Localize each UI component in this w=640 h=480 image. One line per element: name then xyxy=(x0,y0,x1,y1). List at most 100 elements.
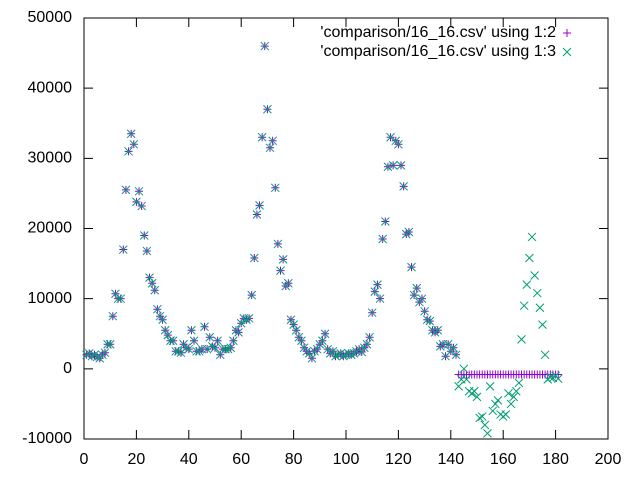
point xyxy=(509,392,519,402)
point xyxy=(383,162,393,172)
y-tick-label: 50000 xyxy=(28,9,73,26)
point xyxy=(367,308,377,318)
point xyxy=(517,335,526,344)
point xyxy=(202,344,212,354)
x-tick-label: 160 xyxy=(490,451,517,468)
point xyxy=(394,139,403,149)
point xyxy=(223,344,233,354)
y-tick-label: 20000 xyxy=(28,220,73,237)
point xyxy=(100,348,110,358)
point xyxy=(346,350,356,360)
point xyxy=(506,399,516,409)
point xyxy=(373,280,382,289)
point xyxy=(187,325,196,335)
point xyxy=(205,332,215,342)
point xyxy=(294,332,304,342)
point xyxy=(126,129,136,139)
point xyxy=(108,311,118,321)
point xyxy=(103,339,112,349)
point xyxy=(493,396,503,405)
point xyxy=(370,287,380,297)
point xyxy=(221,344,230,354)
point xyxy=(236,318,246,328)
point xyxy=(501,410,511,419)
point xyxy=(210,343,220,353)
point xyxy=(315,339,325,349)
point xyxy=(226,343,236,353)
legend-label: 'comparison/16_16.csv' using 1:3 xyxy=(320,43,556,60)
point xyxy=(265,143,275,153)
point xyxy=(166,336,175,346)
point xyxy=(449,343,458,353)
point xyxy=(200,322,209,332)
point xyxy=(257,132,267,142)
point xyxy=(415,297,424,307)
point xyxy=(320,329,330,339)
x-tick-label: 60 xyxy=(232,451,250,468)
point xyxy=(522,280,532,289)
point xyxy=(289,320,298,329)
x-tick-label: 80 xyxy=(285,451,303,468)
point xyxy=(425,316,435,326)
point xyxy=(312,344,322,354)
point xyxy=(189,336,199,346)
point xyxy=(147,278,157,288)
point xyxy=(284,278,293,288)
point xyxy=(113,294,123,304)
x-tick-label: 120 xyxy=(385,451,412,468)
point xyxy=(228,336,238,346)
point xyxy=(297,336,306,346)
point xyxy=(323,344,333,354)
point xyxy=(105,339,115,349)
point xyxy=(480,420,490,430)
point xyxy=(443,339,453,349)
point xyxy=(234,327,243,337)
point xyxy=(433,325,443,335)
x-tick-label: 20 xyxy=(128,451,146,468)
point xyxy=(129,139,139,149)
point xyxy=(470,386,479,396)
y-tick-label: 0 xyxy=(63,360,72,377)
y-tick-label: -10000 xyxy=(22,430,72,447)
point xyxy=(540,350,550,360)
point xyxy=(388,160,398,170)
point xyxy=(488,406,498,416)
point xyxy=(477,412,487,421)
point xyxy=(318,336,327,346)
point xyxy=(546,372,555,382)
point xyxy=(82,350,91,360)
point xyxy=(357,347,367,357)
point xyxy=(273,239,283,249)
point xyxy=(391,136,401,146)
point xyxy=(286,315,296,325)
point xyxy=(527,232,537,242)
point xyxy=(158,315,167,325)
point xyxy=(420,306,429,316)
point xyxy=(472,392,482,402)
point xyxy=(475,413,484,423)
x-tick-label: 140 xyxy=(437,451,464,468)
point xyxy=(331,351,340,361)
point xyxy=(249,253,259,263)
point xyxy=(396,160,406,170)
point xyxy=(270,183,280,193)
point xyxy=(530,271,539,280)
point xyxy=(514,378,524,388)
point xyxy=(260,41,270,51)
legend-label: 'comparison/16_16.csv' using 1:2 xyxy=(320,24,556,41)
point xyxy=(483,429,492,438)
point xyxy=(380,217,390,226)
point xyxy=(407,262,416,272)
y-tick-label: 30000 xyxy=(28,150,73,167)
point xyxy=(362,339,372,349)
x-tick-label: 0 xyxy=(80,451,89,468)
point xyxy=(255,200,264,210)
point xyxy=(375,294,385,304)
point xyxy=(263,104,272,114)
point xyxy=(171,346,181,356)
point xyxy=(454,382,464,391)
point xyxy=(134,186,144,196)
point xyxy=(181,343,191,353)
point xyxy=(554,370,563,379)
